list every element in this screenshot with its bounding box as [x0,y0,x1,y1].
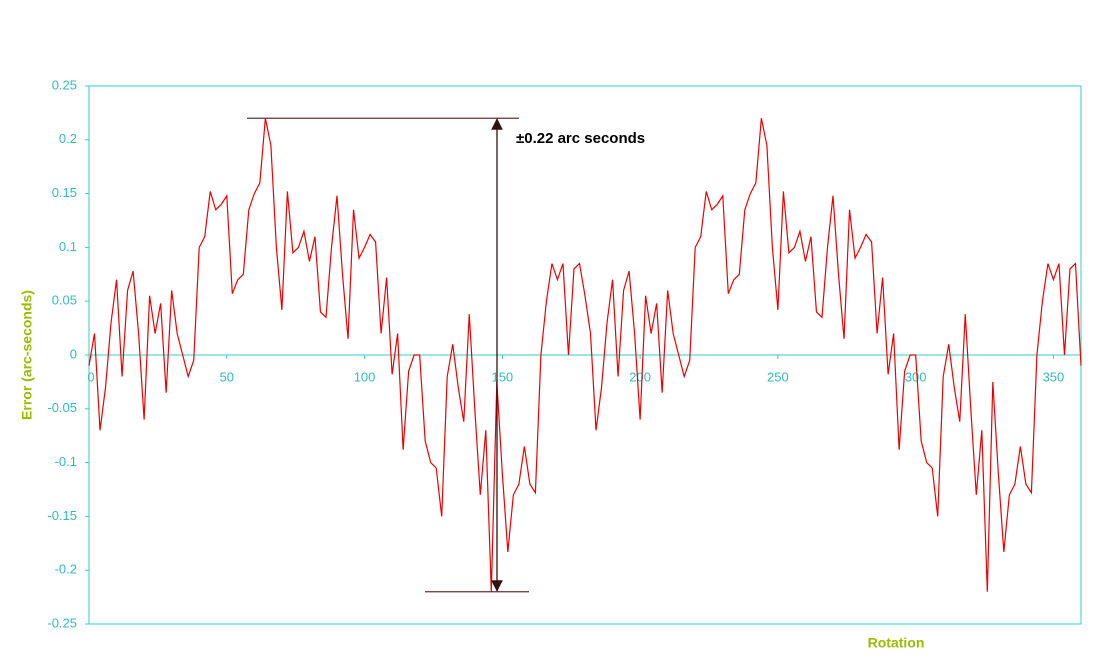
y-tick-label: 0.05 [52,293,77,308]
y-tick-label: 0.2 [59,131,77,146]
x-tick-label: 100 [354,369,376,384]
x-tick-label: 250 [767,369,789,384]
x-tick-label: 50 [220,369,234,384]
annotation-text: ±0.22 arc seconds [516,130,645,147]
y-tick-label: -0.05 [47,400,77,415]
y-tick-label: -0.25 [47,615,77,630]
x-tick-label: 200 [629,369,651,384]
y-tick-label: -0.1 [55,454,77,469]
x-tick-label: 300 [905,369,927,384]
x-tick-label: 0 [87,369,94,384]
y-tick-label: 0.1 [59,239,77,254]
y-tick-label: 0.15 [52,185,77,200]
x-tick-label: 350 [1043,369,1065,384]
y-axis-title: Error (arc-seconds) [19,290,35,420]
y-tick-label: 0.25 [52,77,77,92]
x-tick-label: 150 [491,369,513,384]
data-line [88,118,1082,592]
y-tick-label: 0 [70,346,77,361]
y-tick-label: -0.15 [47,508,77,523]
y-tick-label: -0.2 [55,562,77,577]
x-axis-title: Rotation [868,635,925,651]
